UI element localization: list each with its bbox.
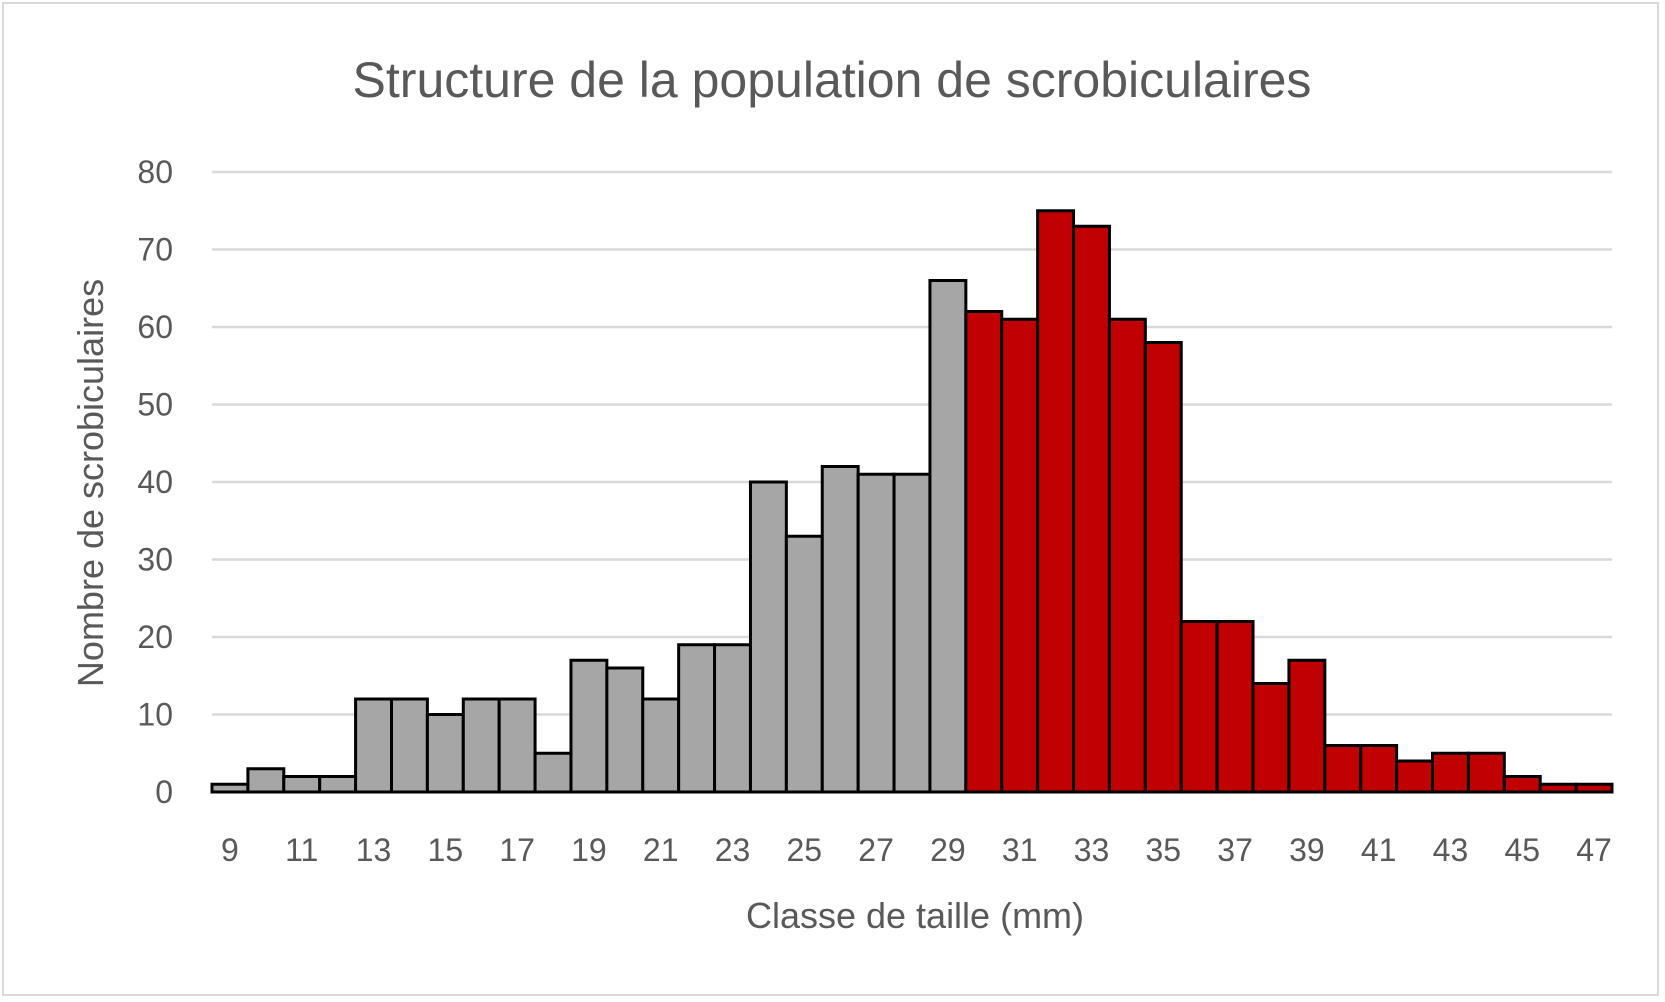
y-tick-label: 20 (137, 619, 173, 655)
bar-37 (1215, 620, 1255, 794)
bar-28 (892, 472, 932, 794)
x-tick-label: 35 (1145, 832, 1181, 868)
y-tick-label: 80 (137, 154, 173, 190)
bar-18 (533, 751, 573, 794)
bar-30 (964, 310, 1004, 794)
x-tick-label: 47 (1576, 832, 1612, 868)
bar-27 (856, 472, 896, 794)
bar-38 (1251, 682, 1291, 794)
bar-47 (1574, 782, 1614, 794)
x-tick-label: 23 (715, 832, 751, 868)
x-tick-label: 9 (221, 832, 239, 868)
bar-41 (1359, 744, 1399, 794)
bar-39 (1287, 658, 1327, 794)
bar-15 (425, 713, 465, 794)
y-axis-ticks: 0 10 20 30 40 50 60 70 80 (137, 154, 173, 810)
bar-26 (820, 465, 860, 794)
bar-29 (928, 279, 968, 794)
y-tick-label: 40 (137, 464, 173, 500)
y-tick-label: 70 (137, 232, 173, 268)
bar-46 (1538, 782, 1578, 794)
bar-34 (1107, 317, 1147, 794)
x-axis-label: Classe de taille (mm) (746, 895, 1084, 936)
x-tick-label: 29 (930, 832, 966, 868)
bar-31 (1000, 317, 1040, 794)
x-tick-label: 37 (1217, 832, 1253, 868)
x-tick-label: 41 (1361, 832, 1397, 868)
bar-25 (784, 534, 824, 794)
x-tick-label: 13 (356, 832, 392, 868)
bar-23 (713, 643, 752, 794)
y-axis-label: Nombre de scrobiculaires (70, 279, 111, 687)
bar-44 (1466, 751, 1506, 794)
x-tick-label: 19 (571, 832, 607, 868)
bar-19 (569, 658, 609, 794)
x-axis-ticks: 9 11 13 15 17 19 21 23 25 27 29 31 33 35 37 39 41 43 45 47 (221, 832, 1612, 868)
bar-17 (497, 697, 537, 794)
bar-11 (282, 775, 322, 794)
x-tick-label: 17 (499, 832, 535, 868)
y-tick-label: 30 (137, 542, 173, 578)
x-tick-label: 11 (285, 832, 318, 868)
bar-13 (354, 697, 393, 794)
bar-9 (210, 782, 250, 794)
y-tick-label: 60 (137, 309, 173, 345)
bar-40 (1323, 744, 1363, 794)
bar-45 (1502, 775, 1542, 794)
bar-24 (748, 480, 788, 794)
x-tick-label: 25 (787, 832, 823, 868)
y-tick-label: 50 (137, 387, 173, 423)
x-tick-label: 33 (1074, 832, 1110, 868)
x-tick-label: 45 (1504, 832, 1540, 868)
bar-32 (1036, 209, 1076, 794)
x-tick-label: 43 (1433, 832, 1469, 868)
bar-35 (1143, 341, 1183, 794)
bar-43 (1431, 751, 1470, 794)
bar-33 (1072, 224, 1111, 794)
bar-21 (641, 697, 681, 794)
bars (210, 209, 1614, 794)
bar-14 (389, 697, 429, 794)
bar-10 (246, 767, 286, 794)
x-tick-label: 27 (858, 832, 894, 868)
bar-42 (1395, 759, 1435, 794)
x-tick-label: 15 (428, 832, 464, 868)
x-tick-label: 39 (1289, 832, 1325, 868)
y-tick-label: 0 (155, 774, 173, 810)
bar-22 (677, 643, 717, 794)
bar-36 (1179, 620, 1219, 794)
x-tick-label: 21 (643, 832, 679, 868)
chart-title: Structure de la population de scrobicula… (353, 52, 1312, 108)
x-tick-label: 31 (1002, 832, 1038, 868)
bar-12 (318, 775, 358, 794)
bar-16 (461, 697, 501, 794)
y-tick-label: 10 (137, 697, 173, 733)
bar-20 (605, 666, 645, 794)
